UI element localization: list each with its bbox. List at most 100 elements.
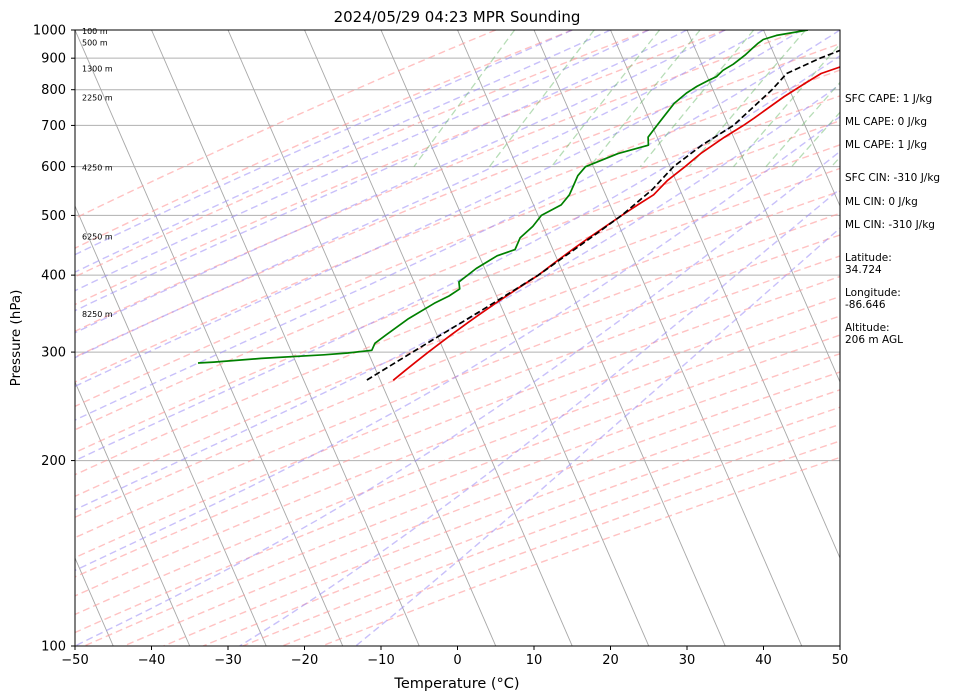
x-tick-label: −50 — [61, 653, 88, 668]
latitude-annotation: Latitude: 34.724 — [845, 252, 892, 276]
mixing-ratio-line — [413, 30, 516, 168]
height-label: 6250 m — [82, 233, 113, 242]
x-tick-label: −40 — [138, 653, 165, 668]
x-tick-label: 0 — [453, 653, 461, 668]
dry-adiabat-line — [75, 234, 840, 539]
dry-adiabat-line — [75, 315, 840, 616]
y-axis: 100 200 300 400 500 600 700 800 900 1000 — [33, 24, 75, 655]
parcel-path-profile — [365, 49, 840, 382]
ml-cin-annotation: ML CIN: 0 J/kg — [845, 196, 918, 208]
ml-cin-annotation-2: ML CIN: -310 J/kg — [845, 219, 935, 231]
moist-adiabat-line — [75, 150, 840, 646]
mixing-ratio-line — [550, 30, 661, 168]
moist-adiabat-line — [75, 30, 726, 334]
ml-cape-annotation-2: ML CAPE: 1 J/kg — [845, 139, 928, 151]
isotherm-line — [75, 380, 191, 646]
dry-adiabat-line — [83, 353, 840, 646]
moist-adiabat-line — [75, 83, 840, 511]
longitude-annotation: Longitude: -86.646 — [845, 287, 901, 311]
moist-adiabat-line — [239, 187, 840, 646]
y-tick-label: 100 — [41, 640, 66, 655]
dewpoint-profile — [197, 30, 809, 364]
height-label: 100 m — [82, 27, 108, 36]
height-label: 500 m — [82, 38, 108, 47]
mixing-ratio-line — [639, 30, 755, 168]
x-tick-label: 10 — [526, 653, 543, 668]
plot-frame — [74, 29, 841, 647]
dry-adiabat-line — [75, 144, 840, 454]
dry-adiabat-line — [75, 167, 840, 476]
isotherm-line — [610, 30, 840, 560]
height-label: 1300 m — [82, 64, 113, 73]
y-tick-label: 800 — [41, 83, 66, 98]
y-tick-label: 500 — [41, 209, 66, 224]
sfc-cin-annotation: SFC CIN: -310 J/kg — [845, 172, 941, 184]
mixing-ratio-line — [488, 30, 595, 168]
isotherm-line — [75, 204, 267, 646]
moist-adiabat-line — [75, 115, 840, 572]
dry-adiabat-line — [163, 389, 840, 646]
dry-adiabat-line — [123, 371, 840, 646]
x-tick-label: 50 — [832, 653, 849, 668]
height-label: 8250 m — [82, 310, 113, 319]
moist-adiabat-line — [75, 30, 840, 421]
dry-adiabat-line — [75, 119, 840, 431]
moist-adiabat-line — [75, 30, 764, 359]
mixing-ratio-line — [688, 30, 807, 168]
x-tick-label: 40 — [755, 653, 772, 668]
altitude-annotation: Altitude: 206 m AGL — [845, 322, 903, 346]
ml-cape-annotation: ML CAPE: 0 J/kg — [845, 116, 928, 128]
dry-adiabat-line — [75, 295, 840, 597]
mixing-ratio-line — [791, 111, 840, 168]
moist-adiabat-line — [75, 30, 688, 312]
temperature-profile — [392, 66, 840, 381]
x-tick-label: −30 — [214, 653, 241, 668]
isotherm-line — [75, 30, 344, 646]
x-tick-label: 30 — [679, 653, 696, 668]
x-axis: −50 −40 −30 −20 −10 0 10 20 30 40 50 — [61, 646, 848, 668]
dry-adiabat-line — [75, 30, 497, 220]
isotherm-line — [304, 30, 573, 646]
y-tick-label: 900 — [41, 52, 66, 67]
isotherm-line — [151, 30, 420, 646]
dry-adiabat-line — [75, 30, 726, 306]
mixing-ratio-line — [589, 30, 701, 168]
y-tick-label: 300 — [41, 346, 66, 361]
moist-adiabat-line — [75, 54, 840, 462]
height-label: 2250 m — [82, 94, 113, 103]
height-label: 4250 m — [82, 163, 113, 172]
dry-adiabat-line — [75, 95, 840, 408]
y-tick-label: 200 — [41, 454, 66, 469]
dry-adiabat-line — [75, 30, 573, 249]
x-tick-label: 20 — [602, 653, 619, 668]
isotherm-line — [763, 30, 840, 208]
x-tick-label: −10 — [367, 653, 394, 668]
background-reference-lines — [75, 30, 840, 646]
mixing-ratio-line — [733, 43, 840, 168]
isotherm-line — [380, 30, 650, 646]
dry-adiabat-line — [75, 30, 803, 332]
moist-adiabat-line — [75, 30, 650, 292]
isotherm-line — [457, 30, 726, 646]
dry-adiabat-line — [75, 275, 840, 578]
dry-adiabat-line — [202, 406, 840, 646]
moist-adiabat-line — [75, 30, 803, 388]
moist-adiabat-line — [355, 227, 840, 646]
y-tick-label: 400 — [41, 269, 66, 284]
sfc-cape-annotation: SFC CAPE: 1 J/kg — [845, 93, 933, 105]
y-tick-label: 1000 — [33, 24, 66, 39]
y-tick-label: 600 — [41, 160, 66, 175]
dry-adiabat-line — [75, 30, 650, 278]
y-axis-label: Pressure (hPa) — [8, 290, 24, 387]
sounding-profiles — [197, 30, 840, 382]
chart-title: 2024/05/29 04:23 MPR Sounding — [334, 8, 581, 26]
moist-adiabat-line — [75, 30, 573, 256]
y-tick-label: 700 — [41, 119, 66, 134]
height-labels: 100 m 500 m 1300 m 2250 m 4250 m 6250 m 8250 m — [82, 27, 113, 319]
mixing-ratio-line — [765, 81, 840, 168]
dry-adiabat-line — [75, 334, 840, 634]
x-tick-label: −20 — [291, 653, 318, 668]
isotherm-line — [227, 30, 497, 646]
x-axis-label: Temperature (°C) — [393, 676, 519, 692]
